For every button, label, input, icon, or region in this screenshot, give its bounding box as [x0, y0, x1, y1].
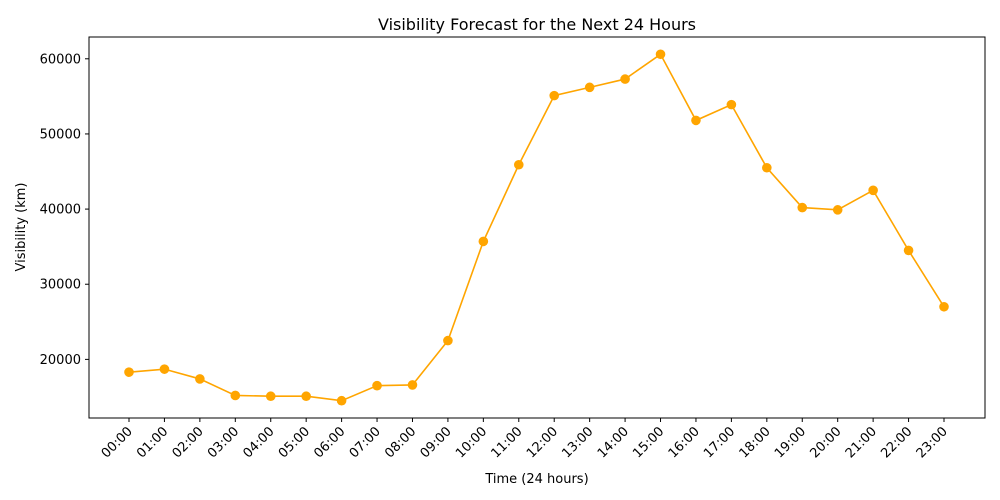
data-point — [762, 162, 772, 173]
y-tick-label: 40000 — [40, 203, 81, 218]
data-point — [195, 374, 205, 384]
data-point — [939, 301, 949, 312]
x-tick-label: 02:00 — [170, 424, 207, 461]
x-tick-label: 16:00 — [666, 424, 703, 461]
x-tick-label: 06:00 — [311, 424, 348, 461]
data-point — [832, 205, 843, 215]
x-tick-label: 00:00 — [99, 424, 136, 461]
data-point — [655, 49, 666, 60]
data-point — [726, 99, 737, 110]
data-point — [336, 395, 347, 406]
x-tick-label: 18:00 — [737, 424, 774, 461]
data-point — [868, 185, 878, 196]
x-tick-label: 03:00 — [205, 424, 242, 461]
y-axis-label: Visibility (km) — [14, 183, 29, 272]
data-point — [549, 90, 560, 101]
x-tick-label: 19:00 — [772, 424, 809, 461]
chart-title: Visibility Forecast for the Next 24 Hour… — [378, 15, 696, 34]
data-point — [230, 390, 241, 401]
x-tick-label: 21:00 — [843, 424, 880, 461]
data-point — [372, 380, 382, 391]
x-tick-label: 20:00 — [807, 424, 844, 461]
data-point — [301, 391, 311, 402]
data-point — [584, 82, 595, 93]
x-tick-label: 13:00 — [559, 424, 596, 461]
data-point — [620, 74, 630, 84]
x-tick-label: 17:00 — [701, 424, 738, 461]
plot-frame — [88, 36, 986, 419]
data-point — [159, 364, 170, 374]
x-tick-label: 05:00 — [276, 424, 313, 461]
x-tick-label: 01:00 — [134, 424, 171, 461]
data-point — [443, 335, 453, 346]
x-axis-ticks: 00:0001:0002:0003:0004:0005:0006:0007:00… — [99, 418, 951, 461]
x-tick-label: 07:00 — [347, 424, 384, 461]
y-tick-label: 50000 — [40, 127, 81, 142]
series-layer — [124, 49, 949, 406]
x-tick-label: 08:00 — [382, 424, 419, 461]
x-tick-label: 11:00 — [489, 424, 526, 461]
data-point — [124, 367, 134, 377]
y-tick-label: 20000 — [40, 353, 81, 368]
data-point — [265, 391, 276, 402]
series-line — [128, 53, 945, 402]
y-tick-label: 30000 — [40, 278, 81, 293]
x-tick-label: 09:00 — [418, 424, 455, 461]
x-tick-label: 15:00 — [630, 424, 667, 461]
data-point — [903, 245, 914, 256]
data-point — [478, 236, 489, 247]
y-axis-ticks: 20000 30000 40000 50000 60000 — [40, 52, 89, 368]
x-tick-label: 22:00 — [878, 424, 915, 461]
x-tick-label: 10:00 — [453, 424, 490, 461]
data-point — [691, 115, 701, 126]
x-tick-label: 12:00 — [524, 424, 561, 461]
data-point — [407, 380, 418, 390]
x-axis-label: Time (24 hours) — [484, 472, 588, 487]
y-tick-label: 60000 — [40, 52, 81, 67]
x-tick-label: 14:00 — [595, 424, 632, 461]
x-tick-label: 23:00 — [914, 424, 951, 461]
data-point — [797, 202, 808, 213]
data-point — [513, 159, 524, 170]
x-tick-label: 04:00 — [240, 424, 277, 461]
